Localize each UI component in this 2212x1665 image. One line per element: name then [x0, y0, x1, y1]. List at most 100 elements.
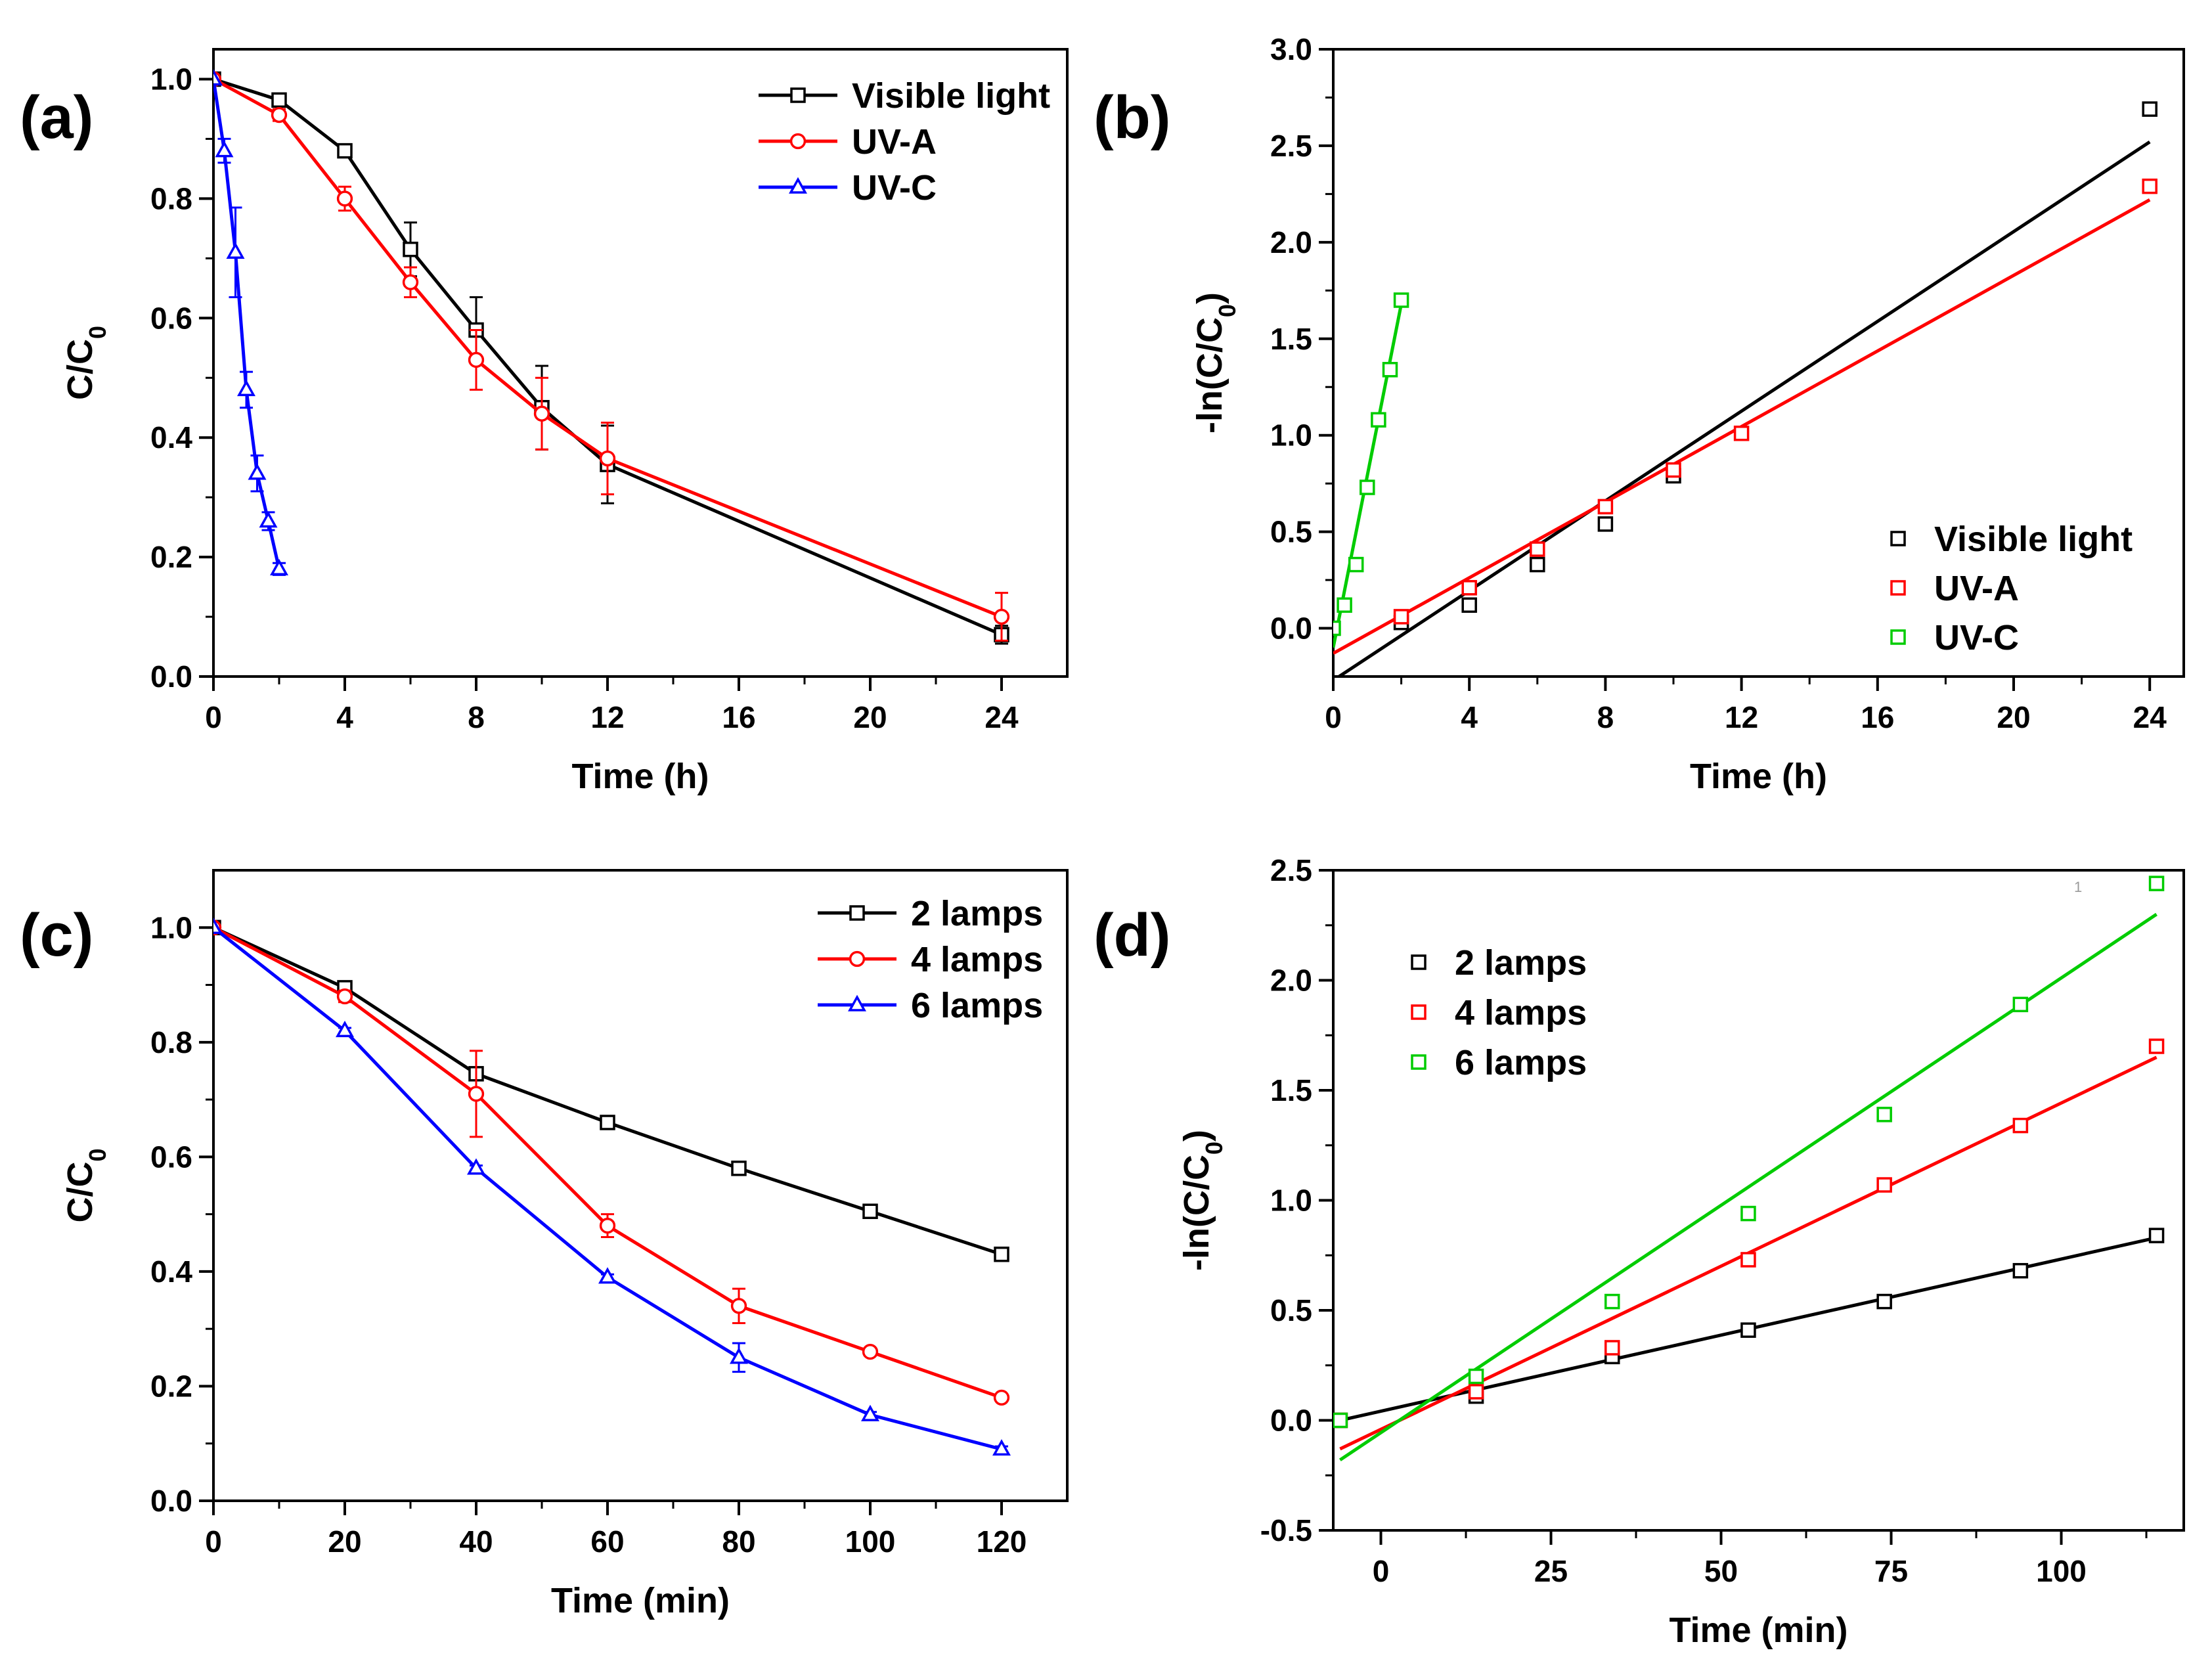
panel-label-d: (d)	[1094, 902, 1170, 969]
legend-label: 2 lamps	[911, 894, 1043, 933]
x-tick-label-a: 24	[984, 700, 1019, 734]
legend-marker	[849, 905, 865, 921]
data-point	[336, 988, 353, 1005]
y-tick-label-a: 0.8	[150, 181, 192, 215]
y-tick-label-b: 2.5	[1270, 129, 1312, 163]
data-point	[1597, 499, 1614, 515]
series-b-1	[1333, 178, 2157, 655]
y-tick-label-d: 1.5	[1270, 1073, 1312, 1107]
data-point	[1348, 556, 1364, 573]
data-point	[1393, 292, 1409, 308]
y-tick-label-d: -0.5	[1260, 1513, 1312, 1547]
x-tick-label-a: 8	[468, 700, 485, 734]
data-point	[862, 1343, 879, 1360]
legend-marker	[1411, 1054, 1427, 1070]
x-tick-label-b: 8	[1597, 700, 1614, 734]
y-tick-label-b: 0.5	[1270, 515, 1312, 549]
legend-label: 6 lamps	[911, 986, 1043, 1025]
legend-marker	[1890, 580, 1906, 596]
y-tick-label-b: 1.5	[1270, 322, 1312, 356]
data-point	[213, 917, 223, 935]
y-tick-label-a: 1.0	[150, 62, 192, 96]
series-d-2	[1333, 876, 2165, 1461]
legend-a: Visible light UV-A UV-C	[759, 76, 1050, 208]
series-line	[213, 78, 1002, 619]
data-point	[259, 511, 278, 528]
series-b-0	[1336, 101, 2157, 677]
y-tick-label-a: 0.4	[150, 420, 192, 455]
plot-area-c	[213, 917, 1011, 1456]
y-tick-label-c: 0.4	[150, 1254, 192, 1289]
y-tick-label-c: 0.8	[150, 1025, 192, 1059]
data-point	[271, 106, 288, 123]
data-point	[336, 1020, 354, 1038]
data-point	[1468, 1368, 1484, 1385]
data-point	[2142, 178, 2157, 194]
plot-frame-c	[212, 869, 1069, 1502]
legend-marker	[1890, 531, 1906, 546]
x-tick-label-b: 0	[1325, 700, 1342, 734]
legend-label: 4 lamps	[1455, 993, 1587, 1032]
y-axis-label-d: -ln(C/C0)	[1177, 1130, 1228, 1271]
data-point	[1876, 1107, 1892, 1122]
x-tick-label-c: 80	[722, 1524, 755, 1559]
data-point	[1666, 462, 1681, 478]
y-axis-label-c: C/C0	[60, 1148, 111, 1222]
legend-label: UV-C	[852, 168, 937, 208]
data-point	[730, 1298, 747, 1314]
legend-marker	[1890, 629, 1906, 645]
y-axis-label-a: C/C0	[60, 326, 111, 400]
data-point	[1333, 620, 1341, 636]
legend-marker	[849, 950, 866, 967]
x-tick-label-a: 12	[590, 700, 624, 734]
data-point	[993, 1389, 1010, 1406]
data-point	[1337, 597, 1352, 613]
y-tick-label-d: 0.0	[1270, 1404, 1312, 1438]
data-point	[1461, 580, 1477, 596]
x-tick-label-c: 100	[845, 1524, 896, 1559]
data-point	[599, 1217, 616, 1234]
y-tick-label-b: 1.0	[1270, 418, 1312, 453]
data-point	[1382, 362, 1398, 378]
x-tick-label-d: 100	[2036, 1554, 2087, 1588]
data-point	[468, 1086, 485, 1102]
data-point	[1597, 516, 1614, 532]
data-point	[600, 1115, 615, 1130]
data-point	[730, 1347, 748, 1364]
y-tick-label-d: 0.5	[1270, 1293, 1312, 1327]
data-point	[1371, 412, 1386, 428]
series-line	[213, 925, 1002, 1256]
series-b-2	[1333, 292, 1409, 648]
x-tick-label-c: 20	[328, 1524, 361, 1559]
x-tick-label-c: 0	[205, 1524, 222, 1559]
data-point	[1393, 609, 1409, 625]
data-point	[1604, 1293, 1620, 1310]
legend-marker	[789, 177, 807, 194]
data-point	[992, 1439, 1011, 1456]
data-point	[237, 380, 255, 397]
data-point	[1360, 479, 1375, 495]
data-point	[533, 405, 550, 422]
y-tick-label-c: 0.0	[150, 1484, 192, 1518]
x-tick-label-b: 12	[1725, 700, 1758, 734]
x-tick-label-c: 120	[977, 1524, 1027, 1559]
legend-b: Visible light UV-A UV-C	[1890, 520, 2133, 657]
legend-marker	[790, 87, 806, 103]
data-point	[2012, 996, 2029, 1013]
data-point	[270, 558, 288, 576]
series-c-0	[213, 920, 1009, 1262]
legend-marker	[789, 133, 807, 150]
y-tick-label-c: 1.0	[150, 910, 192, 944]
x-tick-label-b: 16	[1861, 700, 1894, 734]
data-point	[403, 241, 418, 257]
y-tick-label-a: 0.0	[150, 659, 192, 694]
stray-mark: 1	[2074, 879, 2082, 895]
panel-d: 0 25 50 75 100 -0.5 0.0 0.5 1.0 1.5 2.0 2.5 Time (mi…	[1094, 853, 2185, 1650]
x-tick-label-a: 20	[853, 700, 887, 734]
x-tick-label-d: 75	[1874, 1554, 1908, 1588]
x-tick-label-d: 50	[1704, 1554, 1738, 1588]
x-tick-label-b: 20	[1997, 700, 2030, 734]
data-point	[337, 143, 353, 159]
series-d-1	[1333, 1038, 2165, 1451]
